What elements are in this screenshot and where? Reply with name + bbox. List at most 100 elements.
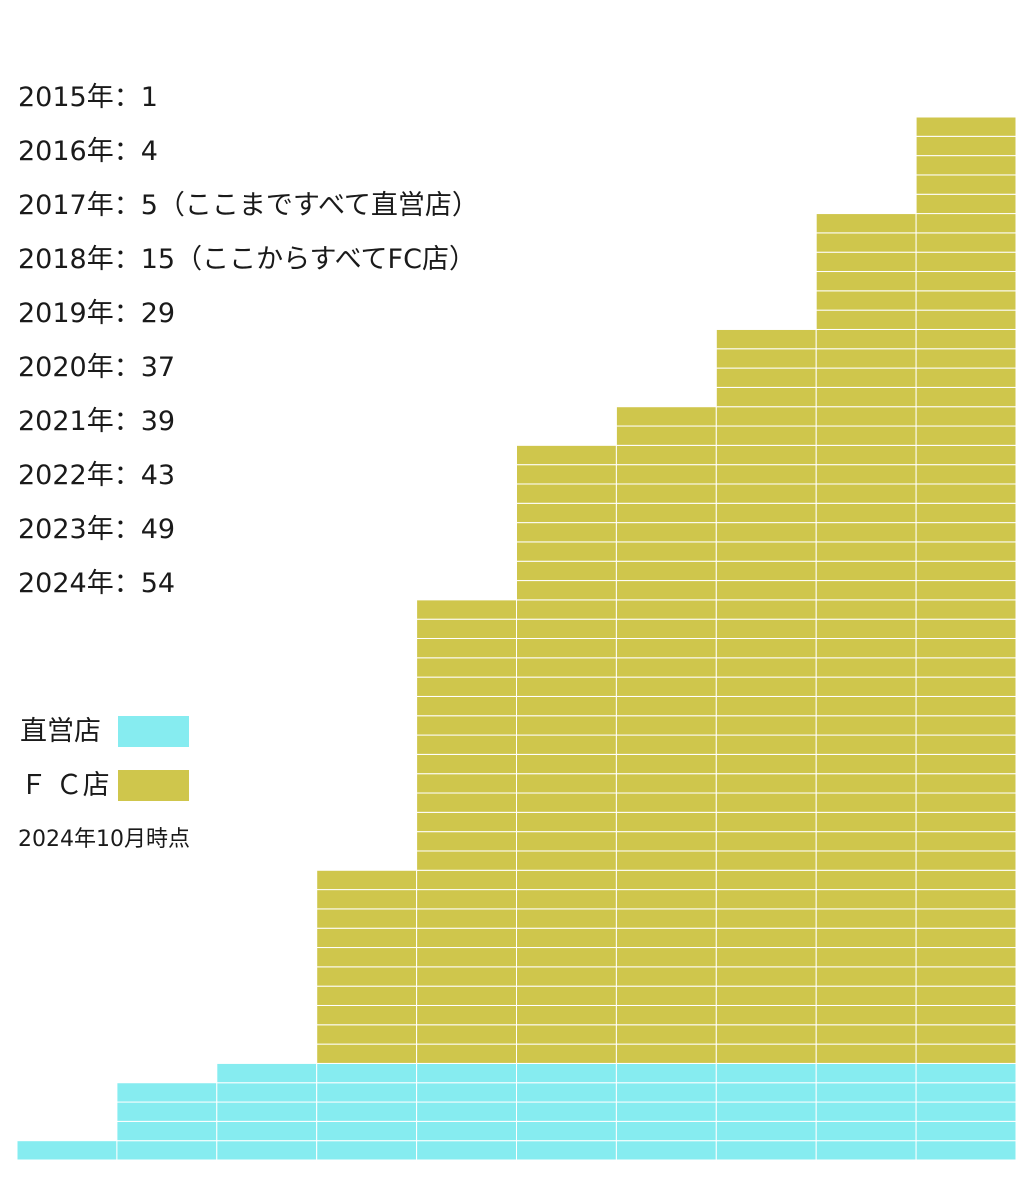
- bar-block-fc-2022年: [715, 328, 817, 350]
- bar-block-fc-2019年: [416, 889, 518, 910]
- bar-block-fc-2019年: [416, 966, 518, 987]
- bar-block-fc-2020年: [516, 1024, 617, 1045]
- bar-block-fc-2022年: [715, 367, 817, 388]
- bar-block-fc-2024年: [915, 657, 1017, 678]
- bar-block-fc-2020年: [516, 985, 617, 1006]
- bar-block-fc-2021年: [615, 792, 717, 813]
- legend-label-fc: Ｆ Ｃ店: [20, 770, 110, 801]
- bar-block-fc-2018年: [316, 889, 418, 910]
- bar-block-fc-2022年: [715, 947, 817, 968]
- bar-block-fc-2021年: [615, 850, 717, 871]
- bar-block-fc-2020年: [516, 831, 617, 852]
- bar-block-fc-2022年: [715, 541, 817, 562]
- bar-block-fc-2020年: [516, 522, 617, 543]
- bar-block-fc-2024年: [915, 831, 1017, 852]
- year-count-2022: 2022年：43: [18, 460, 176, 491]
- bar-block-direct-2023年: [815, 1062, 917, 1084]
- as-of-note: 2024年10月時点: [18, 827, 190, 852]
- bar-block-fc-2019年: [416, 869, 518, 891]
- bar-block-fc-2024年: [915, 947, 1017, 968]
- bar-block-fc-2021年: [615, 522, 717, 543]
- bar-block-fc-2022年: [715, 966, 817, 987]
- bar-block-fc-2023年: [815, 927, 917, 949]
- bar-block-direct-2022年: [715, 1082, 817, 1103]
- bar-block-fc-2024年: [915, 715, 1017, 736]
- bar-block-fc-2022年: [715, 889, 817, 910]
- bar-block-fc-2024年: [915, 985, 1017, 1006]
- bar-block-fc-2021年: [615, 618, 717, 640]
- bar-block-direct-2023年: [815, 1082, 917, 1103]
- bar-block-direct-2021年: [615, 1082, 717, 1103]
- bar-block-fc-2020年: [516, 483, 617, 504]
- bar-block-fc-2022年: [715, 638, 817, 659]
- bar-block-fc-2023年: [815, 348, 917, 369]
- bar-block-fc-2024年: [915, 522, 1017, 543]
- bar-block-fc-2024年: [915, 425, 1017, 446]
- bar-block-fc-2024年: [915, 908, 1017, 929]
- bar-block-fc-2024年: [915, 560, 1017, 582]
- bar-block-direct-2022年: [715, 1062, 817, 1084]
- bar-block-direct-2020年: [516, 1140, 617, 1161]
- bar-block-fc-2018年: [316, 1024, 418, 1045]
- bar-block-direct-2018年: [316, 1120, 418, 1142]
- bar-block-fc-2021年: [615, 908, 717, 929]
- bar-block-fc-2022年: [715, 560, 817, 582]
- bar-block-fc-2023年: [815, 406, 917, 427]
- bar-block-fc-2023年: [815, 309, 917, 330]
- year-count-2019: 2019年：29: [18, 298, 176, 329]
- bar-block-direct-2017年: [216, 1062, 318, 1084]
- bar-block-fc-2024年: [915, 811, 1017, 833]
- bar-block-fc-2022年: [715, 985, 817, 1006]
- bar-block-direct-2024年: [915, 1101, 1017, 1122]
- bar-block-fc-2023年: [815, 734, 917, 755]
- legend-swatch-fc: [118, 770, 189, 801]
- bar-block-fc-2020年: [516, 889, 617, 910]
- bar-block-direct-2020年: [516, 1082, 617, 1103]
- bar-block-direct-2016年: [116, 1082, 218, 1103]
- bar-block-fc-2024年: [915, 850, 1017, 871]
- bar-block-direct-2018年: [316, 1082, 418, 1103]
- bar-block-fc-2024年: [915, 328, 1017, 350]
- bar-block-fc-2019年: [416, 715, 518, 736]
- bar-block-fc-2023年: [815, 1024, 917, 1045]
- bar-block-fc-2022年: [715, 869, 817, 891]
- bar-block-fc-2022年: [715, 734, 817, 755]
- bar-block-fc-2022年: [715, 580, 817, 601]
- bar-block-direct-2017年: [216, 1082, 318, 1103]
- bar-block-fc-2022年: [715, 850, 817, 871]
- bar-block-fc-2023年: [815, 328, 917, 350]
- bar-block-fc-2020年: [516, 676, 617, 697]
- bar-block-fc-2021年: [615, 831, 717, 852]
- bar-block-fc-2022年: [715, 908, 817, 929]
- bar-block-fc-2020年: [516, 599, 617, 620]
- bar-block-fc-2022年: [715, 425, 817, 446]
- bar-block-fc-2020年: [516, 657, 617, 678]
- bar-block-direct-2016年: [116, 1140, 218, 1161]
- bar-block-fc-2020年: [516, 869, 617, 891]
- bar-block-fc-2019年: [416, 618, 518, 640]
- bar-block-direct-2019年: [416, 1062, 518, 1084]
- bar-block-fc-2024年: [915, 232, 1017, 253]
- year-count-2023: 2023年：49: [18, 514, 176, 545]
- bar-block-fc-2023年: [815, 753, 917, 775]
- bar-block-direct-2019年: [416, 1082, 518, 1103]
- legend-label-direct: 直営店: [20, 716, 101, 747]
- bar-block-fc-2018年: [316, 1004, 418, 1026]
- bar-block-fc-2020年: [516, 947, 617, 968]
- bar-block-fc-2024年: [915, 1004, 1017, 1026]
- bar-block-fc-2022年: [715, 444, 817, 466]
- bar-block-fc-2019年: [416, 638, 518, 659]
- bar-block-fc-2018年: [316, 947, 418, 968]
- bar-block-fc-2019年: [416, 657, 518, 678]
- bar-block-fc-2023年: [815, 676, 917, 697]
- bar-block-direct-2021年: [615, 1062, 717, 1084]
- bar-block-fc-2022年: [715, 483, 817, 504]
- bar-block-fc-2021年: [615, 889, 717, 910]
- bar-block-fc-2023年: [815, 985, 917, 1006]
- bar-block-direct-2023年: [815, 1120, 917, 1142]
- bar-block-fc-2023年: [815, 271, 917, 292]
- bar-block-direct-2020年: [516, 1120, 617, 1142]
- year-count-2024: 2024年：54: [18, 568, 176, 599]
- bar-block-fc-2020年: [516, 908, 617, 929]
